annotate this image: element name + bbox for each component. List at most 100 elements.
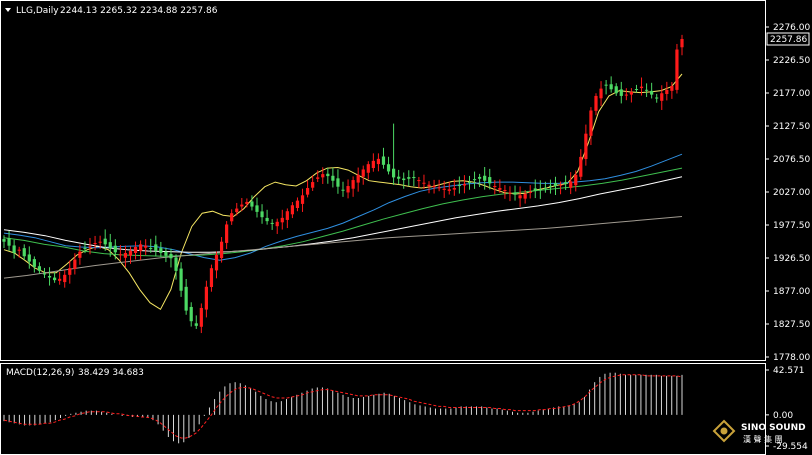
candle-body <box>321 174 325 178</box>
candle-body <box>427 184 431 187</box>
candle-body <box>412 177 416 179</box>
ma-line-gray <box>3 216 683 279</box>
candle-body <box>88 246 92 248</box>
macd-label: MACD(12,26,9) <box>6 368 74 378</box>
candle-body <box>144 245 148 248</box>
candle-body <box>93 243 97 245</box>
candle-body <box>655 97 659 99</box>
candle-body <box>265 217 269 222</box>
candle-body <box>326 173 330 177</box>
candle-body <box>295 200 300 208</box>
candle-body <box>123 252 128 258</box>
logo-center-icon <box>720 427 728 435</box>
candle-body <box>209 268 214 288</box>
candle-body <box>113 245 117 253</box>
candle-body <box>614 86 618 94</box>
candle-body <box>316 177 320 179</box>
candle-body <box>402 178 406 181</box>
candle-body <box>42 273 47 275</box>
candle-body <box>422 182 426 184</box>
candle-body <box>139 244 143 251</box>
candle-body <box>250 201 254 207</box>
candle-body <box>437 187 441 189</box>
candle-body <box>174 257 178 271</box>
candle-body <box>538 189 542 191</box>
brand-sub: 漢 聲 集 團 <box>743 434 783 444</box>
candle-body <box>311 182 315 188</box>
macd-axis: 42.571 0.00 -29.554 <box>765 366 808 452</box>
candle-body <box>533 188 537 191</box>
candle-body <box>650 90 654 95</box>
candle-body <box>569 181 573 188</box>
candle-body <box>518 195 522 199</box>
candle-body <box>331 175 335 181</box>
candle-body <box>118 254 122 256</box>
candle-body <box>361 169 365 177</box>
last-price-box <box>766 32 810 46</box>
logo-diamond-icon <box>712 419 736 443</box>
candle-body <box>240 204 244 207</box>
candle-body <box>381 156 386 165</box>
macd-signal-line <box>3 374 683 439</box>
candle-body <box>639 86 644 89</box>
candle-body <box>12 245 16 253</box>
candle-body <box>68 268 72 275</box>
candle-body <box>376 158 381 165</box>
candle-body <box>47 275 52 278</box>
macd-signal <box>3 374 683 439</box>
price-tick-label: 2177.00 <box>773 89 810 99</box>
candle-body <box>442 188 446 190</box>
last-price-label: 2257.86 <box>770 35 807 45</box>
candle-body <box>230 213 234 222</box>
candle-body <box>270 222 274 224</box>
candle-body <box>305 188 310 195</box>
candle-body <box>660 93 664 101</box>
candle-body <box>513 192 517 195</box>
candle-body <box>634 89 639 91</box>
candle-body <box>503 190 507 192</box>
candle-body <box>63 274 67 283</box>
price-tick-label: 2226.50 <box>773 56 810 66</box>
candle-body <box>83 247 87 249</box>
candle-body <box>447 189 451 191</box>
macd-tick-label: 42.571 <box>773 366 805 376</box>
sino-sound-logo: SINO SOUND 漢 聲 集 團 <box>712 419 806 444</box>
candle-body <box>245 201 249 205</box>
candle-body <box>336 178 340 187</box>
candle-body <box>543 187 547 189</box>
candle-body <box>493 186 497 188</box>
candle-body <box>341 189 345 191</box>
candle-body <box>589 110 593 136</box>
moving-averages <box>3 73 683 311</box>
dropdown-arrow-icon[interactable] <box>5 8 11 12</box>
candle-body <box>528 192 532 193</box>
ma-line-blue <box>3 153 683 261</box>
candle-body <box>346 186 350 193</box>
candle-body <box>478 176 482 179</box>
candle-body <box>548 185 553 187</box>
candle-body <box>32 259 36 267</box>
candle-body <box>219 241 224 259</box>
price-tick-label: 1977.50 <box>773 221 810 231</box>
candle-body <box>159 248 163 253</box>
candle-body <box>584 133 588 160</box>
candle-body <box>386 164 391 172</box>
macd-tick-label: -29.554 <box>773 442 808 452</box>
candle-body <box>604 84 608 86</box>
ma-line-white <box>3 176 683 253</box>
price-tick-label: 1827.50 <box>773 320 810 330</box>
candle-body <box>78 251 82 258</box>
candle-body <box>7 238 11 246</box>
candle-body <box>488 177 492 184</box>
price-axis: 2276.00 2226.50 2177.00 2127.50 2076.50 2027.… <box>765 23 810 363</box>
candle-body <box>37 266 42 271</box>
candle-body <box>579 156 583 177</box>
candle-body <box>164 251 168 256</box>
candle-body <box>665 89 669 95</box>
candle-body <box>154 244 158 251</box>
candle-body <box>199 307 203 327</box>
candle-body <box>2 239 6 242</box>
candle-body <box>52 277 57 281</box>
candle-body <box>108 242 112 249</box>
